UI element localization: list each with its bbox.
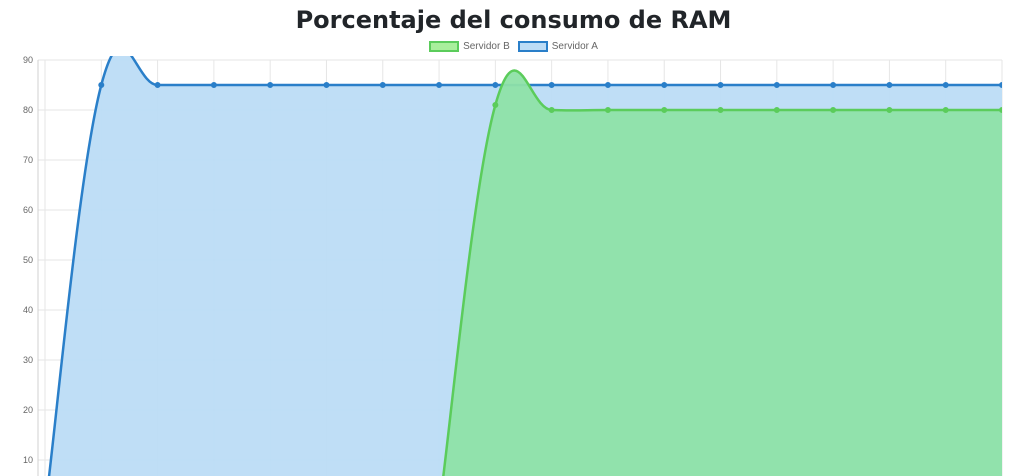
data-point-servidor-b-13 [773, 107, 780, 113]
data-point-servidor-b-12 [717, 107, 724, 113]
data-point-servidor-b-9 [548, 107, 555, 113]
data-point-servidor-a-11 [661, 82, 668, 88]
data-point-servidor-b-8 [492, 102, 499, 108]
y-tick-label-10: 10 [23, 455, 33, 465]
data-point-servidor-a-15 [886, 82, 893, 88]
data-point-servidor-b-14 [830, 107, 837, 113]
data-point-servidor-a-13 [773, 82, 780, 88]
legend-swatch-servidor-b [429, 41, 460, 52]
chart-title: Porcentaje del consumo de RAM [295, 6, 732, 34]
data-point-servidor-a-6 [379, 82, 386, 88]
data-point-servidor-a-17 [999, 82, 1002, 88]
data-point-servidor-b-16 [942, 107, 949, 113]
legend-item-servidor-b[interactable]: Servidor B [429, 41, 510, 52]
y-axis: 90 80 70 60 50 40 30 20 10 [23, 55, 33, 465]
data-point-servidor-a-16 [942, 82, 949, 88]
data-point-servidor-a-9 [548, 82, 555, 88]
legend-item-servidor-a[interactable]: Servidor A [517, 41, 598, 52]
series-line-servidor-a [47, 56, 1002, 476]
legend-label-servidor-a: Servidor A [551, 41, 598, 52]
data-point-servidor-a-4 [267, 82, 274, 88]
y-tick-label-30: 30 [23, 355, 33, 365]
data-point-servidor-a-2 [154, 82, 161, 88]
data-point-servidor-b-10 [604, 107, 611, 113]
y-tick-label-70: 70 [23, 155, 33, 165]
legend-label-servidor-b: Servidor B [463, 41, 510, 52]
y-tick-label-20: 20 [23, 405, 33, 415]
data-point-servidor-b-15 [886, 107, 893, 113]
data-point-servidor-a-7 [436, 82, 443, 88]
data-point-servidor-a-14 [830, 82, 837, 88]
y-tick-label-50: 50 [23, 255, 33, 265]
series-layer [45, 56, 1002, 476]
y-tick-label-60: 60 [23, 205, 33, 215]
data-point-servidor-a-3 [210, 82, 217, 88]
legend-swatch-servidor-a [517, 41, 548, 52]
y-tick-label-40: 40 [23, 305, 33, 315]
chart-legend: Servidor B Servidor A [0, 41, 1027, 52]
data-point-servidor-a-8 [492, 82, 499, 88]
data-point-servidor-b-17 [999, 107, 1002, 113]
y-tick-label-90: 90 [23, 55, 33, 65]
data-point-servidor-a-12 [717, 82, 724, 88]
data-point-servidor-a-5 [323, 82, 330, 88]
data-point-servidor-a-10 [604, 82, 611, 88]
data-point-servidor-a-1 [98, 82, 105, 88]
area-fill-servidor-b [439, 70, 1002, 476]
data-point-servidor-b-11 [661, 107, 668, 113]
y-tick-label-80: 80 [23, 105, 33, 115]
